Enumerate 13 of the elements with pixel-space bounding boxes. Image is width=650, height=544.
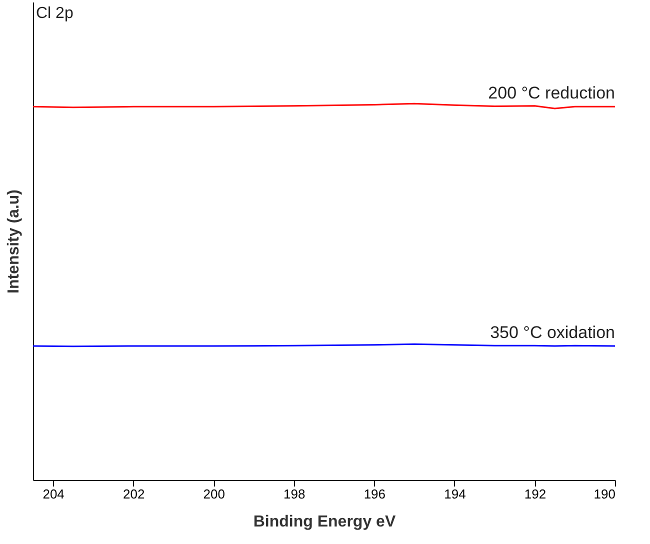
series-label: 200 °C reduction bbox=[488, 84, 615, 103]
x-tick-label: 202 bbox=[122, 486, 145, 502]
x-tick-label: 198 bbox=[284, 486, 306, 502]
x-tick-label: 200 bbox=[203, 486, 225, 502]
y-axis-title: Intensity (a.u) bbox=[6, 189, 22, 294]
x-tick-label: 192 bbox=[524, 486, 546, 502]
x-tick-label: 196 bbox=[364, 486, 386, 502]
x-tick-label: 194 bbox=[444, 486, 466, 502]
text: Cl 2p bbox=[36, 5, 74, 22]
x-tick-label: 204 bbox=[42, 486, 64, 502]
x-axis-title: Binding Energy eV bbox=[253, 514, 396, 530]
x-tick-label: 190 bbox=[594, 486, 616, 502]
series-label: 350 °C oxidation bbox=[490, 323, 615, 342]
